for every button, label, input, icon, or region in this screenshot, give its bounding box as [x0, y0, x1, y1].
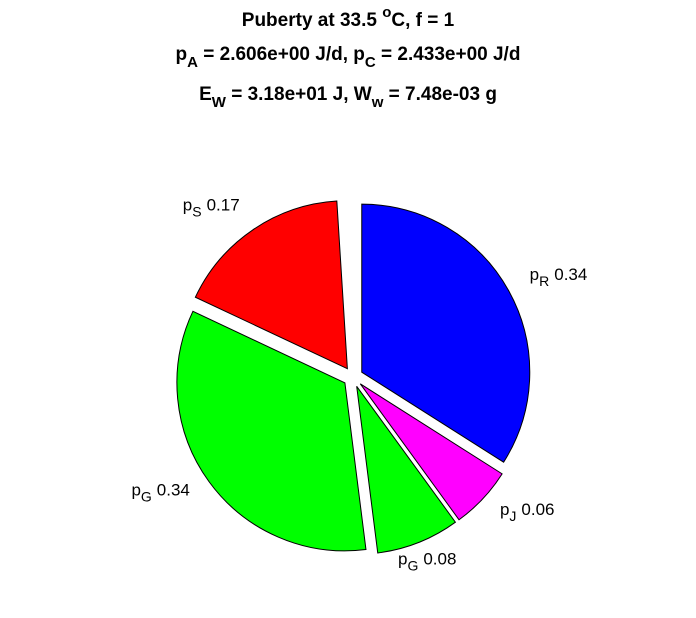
label-sub: R — [539, 273, 549, 289]
title-part: C, f = 1 — [391, 10, 454, 31]
pie-slice — [194, 200, 348, 370]
title-part: E — [199, 84, 212, 105]
pie-slice — [361, 203, 531, 463]
pie-slice — [356, 386, 457, 554]
title-part: A — [187, 54, 198, 71]
label-value: 0.17 — [207, 195, 240, 214]
label-sub: J — [509, 508, 516, 524]
title-part: = 2.433e+00 J/d — [376, 44, 521, 65]
slice-label: pG 0.34 — [131, 480, 189, 504]
label-value: 0.08 — [423, 549, 456, 568]
slice-label: pJ 0.06 — [500, 500, 555, 524]
slice-label: pS 0.17 — [183, 195, 240, 219]
title-part: w — [371, 94, 384, 111]
title-part: = 3.18e+01 J, W — [226, 84, 372, 105]
label-name: p — [131, 480, 140, 499]
label-sub: G — [407, 557, 418, 573]
chart-title: EW = 3.18e+01 J, Ww = 7.48e-03 g — [199, 84, 497, 111]
slice-label: pG 0.08 — [398, 549, 456, 573]
slice-label: pR 0.34 — [530, 265, 588, 289]
title-part: = 2.606e+00 J/d, p — [198, 44, 365, 65]
label-name: p — [500, 500, 509, 519]
pie-slice — [359, 383, 503, 521]
title-part: W — [212, 94, 227, 111]
label-name: p — [398, 549, 407, 568]
pie-slice — [176, 310, 367, 552]
label-sub: G — [141, 488, 152, 504]
chart-title: Puberty at 33.5 oC, f = 1 — [242, 4, 455, 31]
title-part: = 7.48e-03 g — [383, 84, 497, 105]
label-sub: S — [192, 203, 201, 219]
label-value: 0.06 — [521, 500, 554, 519]
label-name: p — [530, 265, 539, 284]
title-part: C — [365, 54, 376, 71]
label-value: 0.34 — [554, 265, 587, 284]
title-part: p — [176, 44, 188, 65]
chart-title: pA = 2.606e+00 J/d, pC = 2.433e+00 J/d — [176, 44, 521, 71]
label-value: 0.34 — [157, 480, 190, 499]
label-name: p — [183, 195, 192, 214]
title-part: o — [382, 4, 391, 21]
title-part: Puberty at 33.5 — [242, 10, 382, 31]
